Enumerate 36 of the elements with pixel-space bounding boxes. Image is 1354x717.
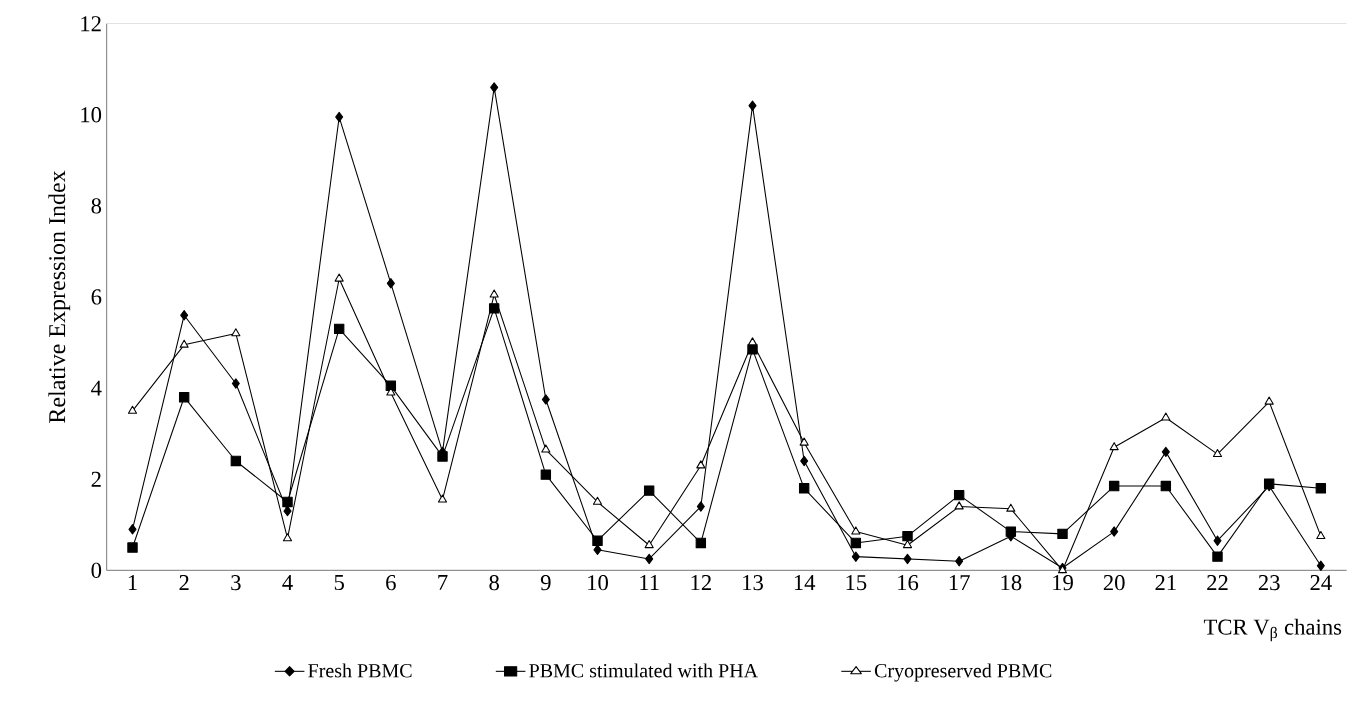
y-tick-label: 2 [91,471,101,487]
y-axis-title: Relative Expression Index [48,170,71,423]
x-tick-label: 16 [898,575,919,591]
x-tick-label: 14 [794,575,816,590]
y-tick-label: 6 [91,289,102,305]
legend-label: Cryopreserved PBMC [874,663,1052,682]
x-tick-label: 1 [128,575,137,590]
x-tick-label: 24 [1310,575,1332,591]
x-tick-label: 3 [231,575,241,591]
x-axis-title: TCR V$_{β}$ chains [1203,618,1342,642]
x-tick-label: 8 [489,575,499,591]
x-tick-label: 21 [1155,575,1176,591]
x-tick-label: 6 [386,575,396,591]
x-tick-label: 5 [334,575,344,591]
legend-label: Fresh PBMC [308,663,412,678]
x-tick-label: 19 [1053,575,1073,591]
x-tick-label: 2 [179,575,189,591]
x-tick-label: 7 [438,575,448,590]
y-tick-label: 0 [91,562,102,578]
y-tick-label: 8 [91,198,102,214]
x-tick-label: 20 [1103,575,1125,591]
x-tick-label: 22 [1207,575,1228,591]
x-tick-label: 15 [846,575,867,591]
x-tick-label: 4 [282,575,293,590]
x-tick-label: 13 [743,575,763,591]
y-tick-label: 4 [91,380,102,396]
x-tick-label: 11 [640,575,659,590]
x-tick-label: 23 [1258,575,1280,591]
x-tick-label: 12 [691,575,711,591]
x-tick-label: 9 [540,575,551,591]
x-tick-label: 18 [1001,575,1022,591]
x-tick-label: 10 [588,575,608,591]
legend-label: PBMC stimulated with PHA [529,663,758,678]
x-tick-label: 17 [949,575,970,590]
y-tick-label: 12 [81,16,101,32]
y-tick-label: 10 [81,107,102,123]
